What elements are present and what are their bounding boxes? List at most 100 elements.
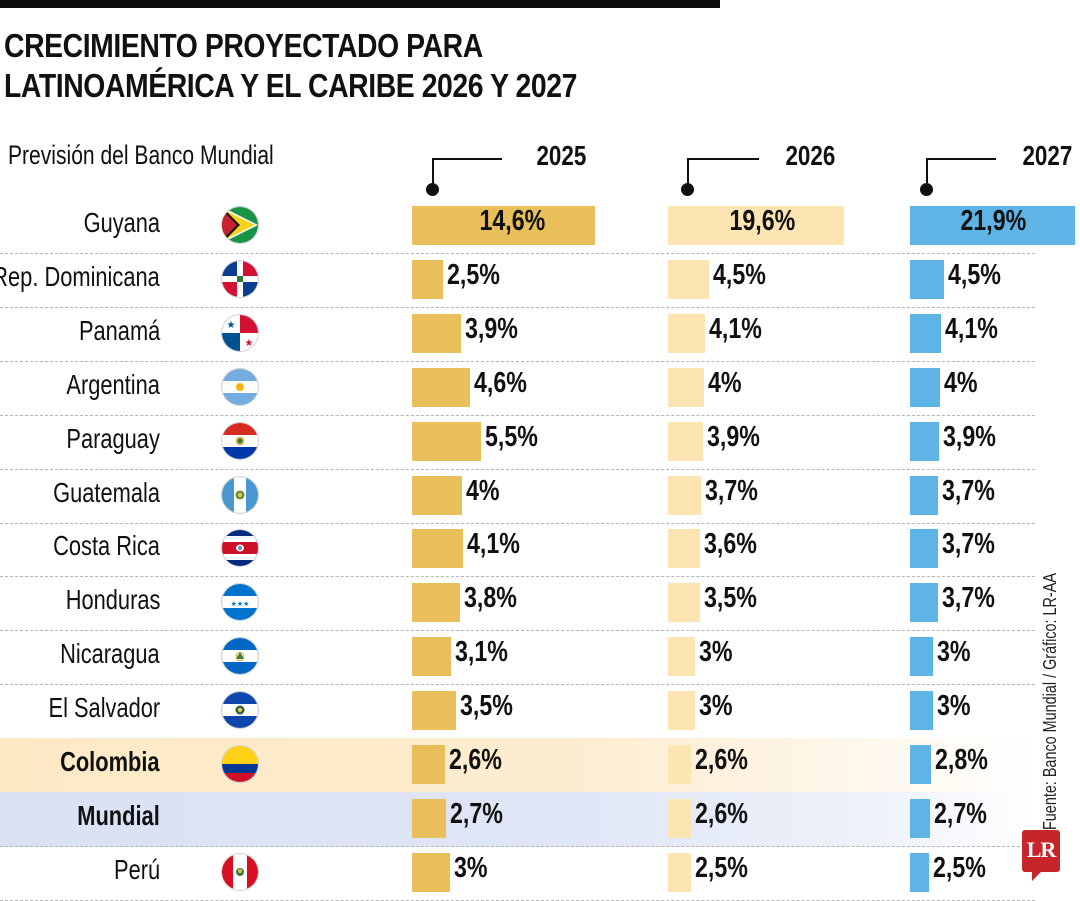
lr-logo: LR [1022,830,1060,881]
data-label-2025: 2,5% [447,258,501,291]
svg-text:★: ★ [245,338,254,349]
title-line-1: CRECIMIENTO PROYECTADO PARA [4,27,483,64]
bar-2027 [910,421,940,461]
table-row: Guatemala 4% 3,7% 3,7% [0,469,1035,524]
data-label-2026: 4,5% [712,258,766,291]
data-label-2027: 4% [944,366,978,399]
country-label: Rep. Dominicana [0,260,160,292]
chart-title: CRECIMIENTO PROYECTADO PARA LATINOAMÉRIC… [4,26,778,106]
bar-2027 [910,745,932,784]
title-line-2: LATINOAMÉRICA Y EL CARIBE 2026 Y 2027 [4,67,577,104]
bar-2025 [412,259,444,299]
table-row: Panamá ★ ★ 3,9% 4,1% 4,1% [0,307,1035,362]
country-label: El Salvador [48,692,160,724]
table-row: El Salvador 3,5% 3% 3% [0,684,1035,740]
costa-rica-flag-icon [222,530,258,567]
bar-2025 [412,637,451,677]
bar-2026 [668,206,845,245]
table-row: Perú 3% 2,5% 2,5% [0,846,1035,901]
data-label-2027: 3% [936,690,971,723]
data-label-2025: 3% [453,851,488,884]
bar-2026 [668,852,691,892]
data-label-2026: 4% [708,366,742,399]
data-label-2025: 4,1% [467,528,521,561]
table-row: Rep. Dominicana 2,5% 4,5% 4,5% [0,253,1035,308]
source-note: Fuente: Banco Mundial / Gráfico: LR-AA [1040,509,1061,830]
bar-2026 [668,691,695,731]
data-label-2026: 3% [699,636,733,669]
data-label-2025: 5,5% [484,420,538,453]
data-label-2025: 3,5% [459,690,513,723]
bar-2027 [910,259,944,299]
panama-flag-icon: ★ ★ [222,314,258,351]
bar-2025 [412,852,450,892]
connector-dot [681,183,694,196]
data-label-2026: 2,6% [695,797,749,830]
honduras-flag-icon: ★★★ [222,584,258,621]
bar-2027 [910,691,933,731]
svg-text:★: ★ [227,320,236,331]
column-header-2025: 2025 [536,140,586,171]
data-label-2025: 2,7% [449,797,503,830]
paraguay-flag-icon [222,422,258,459]
bar-2027 [910,637,933,677]
data-label-2026: 3,7% [705,474,759,507]
bar-2026 [668,421,704,461]
data-label-2026: 3% [699,690,733,723]
data-label-2027: 3% [936,636,971,669]
data-label-2027: 2,5% [932,851,986,884]
data-label-2025: 3,8% [463,582,517,615]
data-label-2025: 14,6% [479,205,546,237]
bar-2025 [412,583,460,623]
table-row: Nicaragua 3,1% 3% 3% [0,630,1035,686]
bar-2026 [668,259,709,299]
bar-2025 [412,206,595,245]
el-salvador-flag-icon [222,692,258,729]
data-label-2027: 3,7% [941,528,995,561]
bar-2026 [668,583,700,623]
svg-text:★★★: ★★★ [231,600,250,608]
bar-2025 [412,529,464,569]
bar-2025 [412,798,446,838]
country-label: Perú [113,853,160,885]
bar-2026 [668,637,695,677]
country-label: Paraguay [66,422,160,454]
bar-2025 [412,313,461,353]
table-row: Paraguay 5,5% 3,9% 3,9% [0,415,1035,470]
data-label-2026: 19,6% [729,205,796,237]
bar-2025 [412,421,481,461]
data-label-2027: 21,9% [960,205,1027,237]
bar-2026 [668,745,692,784]
bar-2027 [910,852,929,892]
bar-2027 [910,583,938,623]
country-label: Honduras [65,584,160,616]
data-label-2027: 2,7% [934,797,988,830]
data-label-2027: 3,7% [941,474,995,507]
bar-2027 [910,475,938,515]
bar-2025 [412,475,462,515]
data-label-2027: 3,7% [941,582,995,615]
data-label-2025: 3,9% [464,312,518,345]
data-label-2027: 3,9% [943,420,997,453]
data-label-2026: 3,5% [703,582,757,615]
data-label-2026: 4,1% [708,312,762,345]
data-label-2027: 2,8% [935,744,989,776]
country-label: Argentina [66,368,160,400]
top-rule [0,0,720,8]
country-label: Guatemala [53,476,160,508]
bar-2027 [910,367,941,407]
nicaragua-flag-icon [222,638,258,675]
chart-subtitle: Previsión del Banco Mundial [8,140,274,170]
bar-2025 [412,367,470,407]
bar-2025 [412,745,445,784]
bar-2027 [910,206,1076,245]
country-label: Colombia [60,746,160,777]
source-text: Fuente: Banco Mundial / Gráfico: LR-AA [1040,573,1060,830]
bar-2026 [668,529,701,569]
bar-2027 [910,313,941,353]
guyana-flag-icon [222,207,258,243]
data-label-2025: 4% [466,474,500,507]
table-row: Colombia 2,6% 2,6% 2,8% [0,738,1035,793]
table-row: Argentina 4,6% 4% 4% [0,361,1035,416]
data-label-2027: 4,1% [944,312,998,345]
